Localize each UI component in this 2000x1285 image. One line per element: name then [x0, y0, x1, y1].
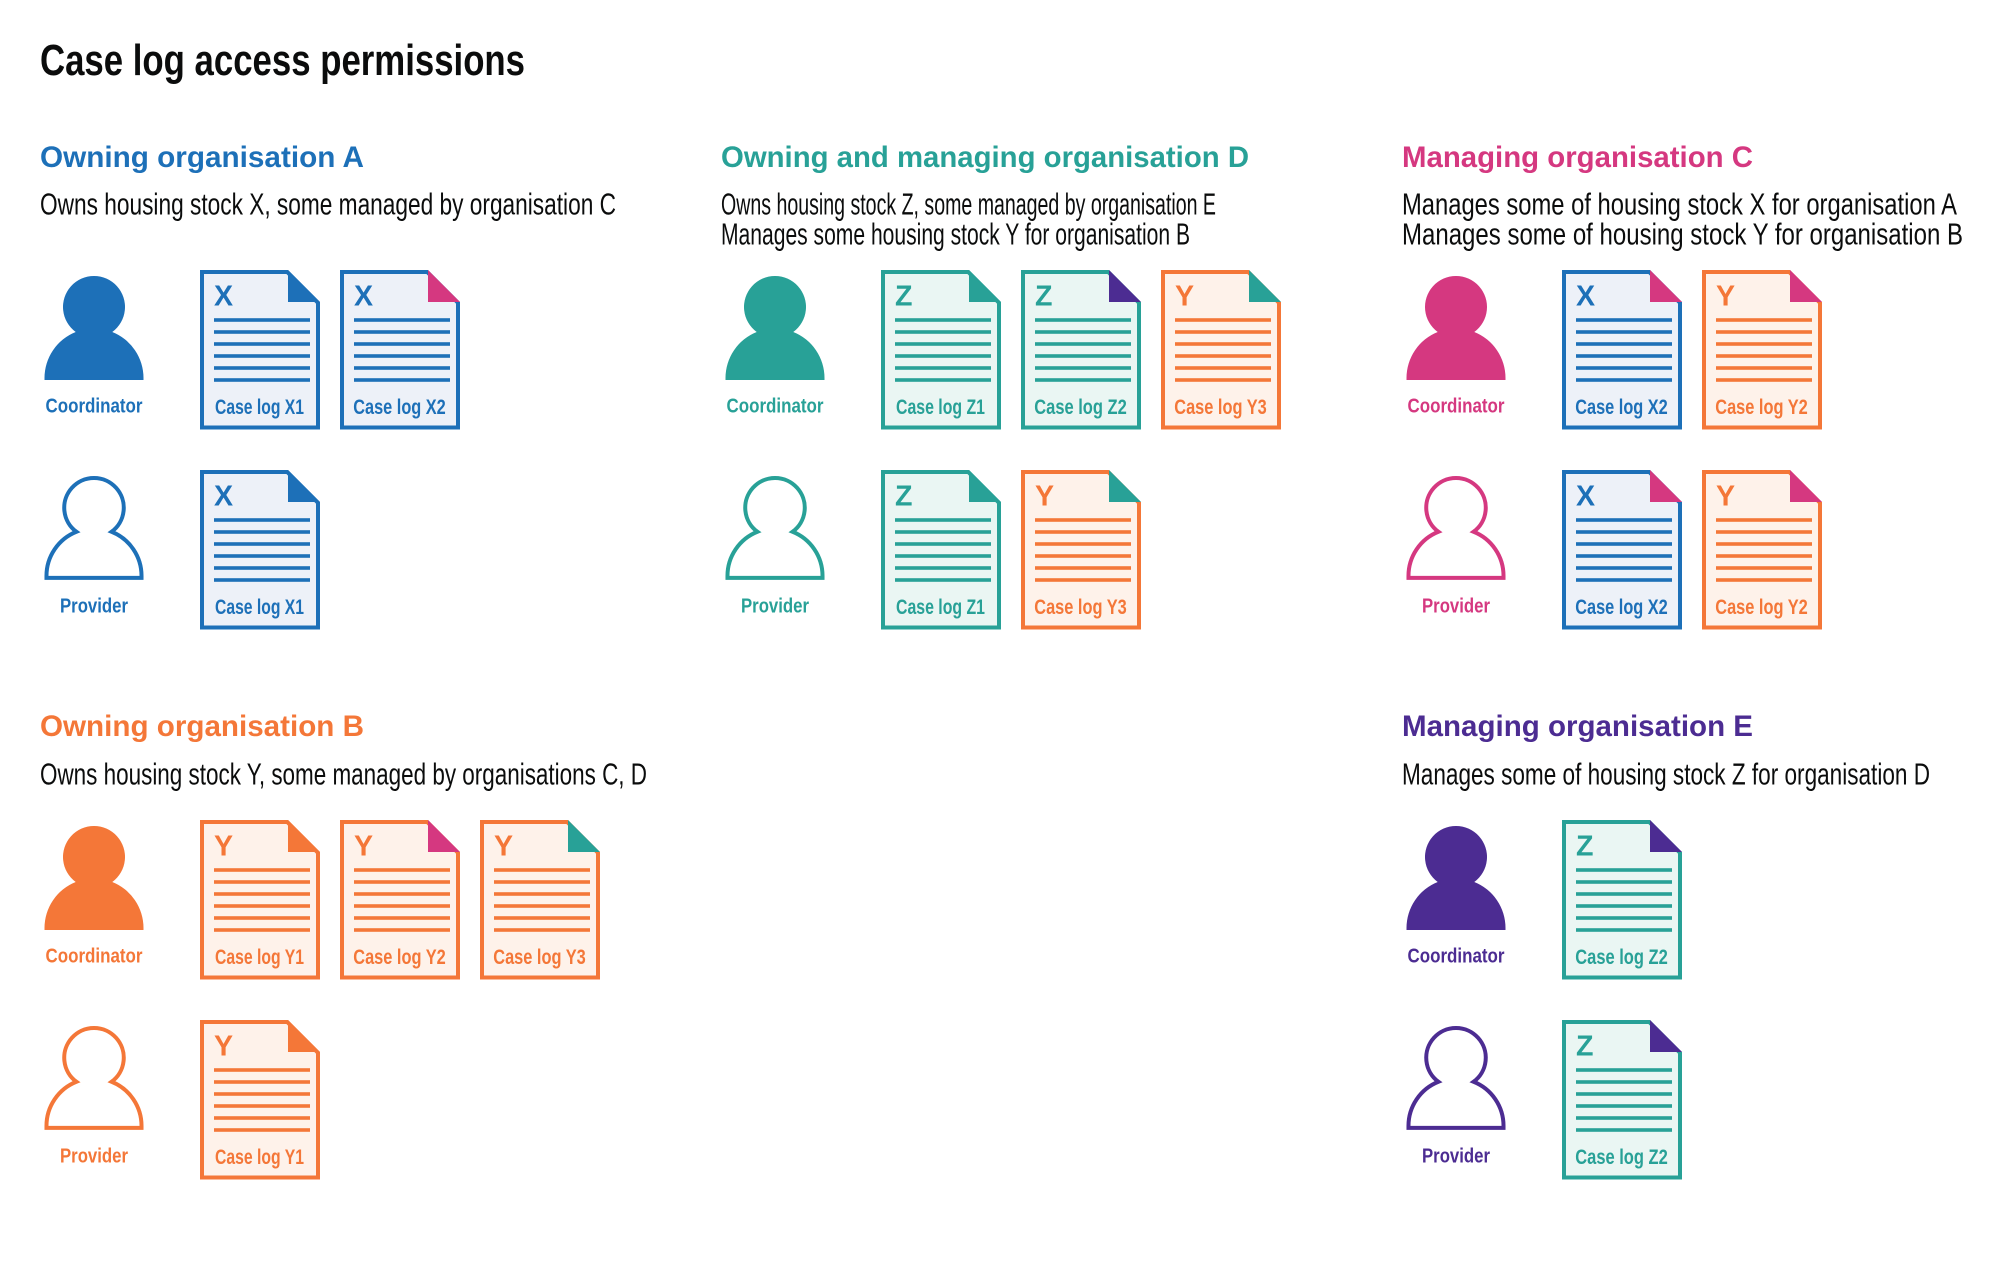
svg-text:Case log Y1: Case log Y1	[215, 1145, 304, 1169]
svg-text:Manages some of housing stock: Manages some of housing stock X for orga…	[1402, 188, 1958, 222]
svg-text:Coordinator: Coordinator	[1408, 395, 1505, 417]
svg-text:Provider: Provider	[1422, 595, 1490, 617]
svg-text:Case log access permissions: Case log access permissions	[40, 37, 525, 85]
svg-text:Y: Y	[214, 831, 233, 863]
svg-text:Case log X2: Case log X2	[353, 395, 446, 419]
svg-text:Case log X2: Case log X2	[1575, 395, 1668, 419]
svg-text:Owns housing stock X, some man: Owns housing stock X, some managed by or…	[40, 188, 616, 222]
svg-text:Case log Y2: Case log Y2	[1715, 395, 1808, 419]
svg-text:Owning and managing organisati: Owning and managing organisation D	[721, 141, 1249, 174]
svg-text:Y: Y	[1716, 281, 1735, 313]
svg-text:Owning organisation B: Owning organisation B	[40, 710, 364, 743]
svg-text:Coordinator: Coordinator	[1408, 945, 1505, 967]
svg-text:Case log X2: Case log X2	[1575, 595, 1668, 619]
svg-text:Y: Y	[1175, 281, 1194, 313]
svg-text:Case log Y3: Case log Y3	[493, 945, 586, 969]
svg-text:Managing organisation C: Managing organisation C	[1402, 141, 1753, 174]
svg-text:Case log Y3: Case log Y3	[1034, 595, 1127, 619]
svg-text:X: X	[214, 281, 233, 313]
svg-text:X: X	[214, 481, 233, 513]
svg-text:Y: Y	[354, 831, 373, 863]
svg-text:Coordinator: Coordinator	[727, 395, 824, 417]
svg-text:Z: Z	[1576, 1031, 1593, 1063]
svg-text:Case log Z2: Case log Z2	[1575, 1145, 1668, 1169]
svg-text:Case log Z2: Case log Z2	[1034, 395, 1127, 419]
svg-text:Provider: Provider	[60, 1145, 128, 1167]
svg-text:Manages some of housing stock: Manages some of housing stock Y for orga…	[1402, 218, 1963, 252]
svg-text:Y: Y	[214, 1031, 233, 1063]
svg-text:Z: Z	[895, 281, 912, 313]
svg-text:Z: Z	[1576, 831, 1593, 863]
svg-text:Owns housing stock Y, some man: Owns housing stock Y, some managed by or…	[40, 758, 647, 792]
svg-text:Case log Y1: Case log Y1	[215, 945, 304, 969]
svg-text:Case log Y3: Case log Y3	[1174, 395, 1267, 419]
svg-text:Case log X1: Case log X1	[215, 595, 304, 619]
svg-text:X: X	[1576, 281, 1595, 313]
svg-text:Z: Z	[895, 481, 912, 513]
svg-text:Coordinator: Coordinator	[46, 395, 143, 417]
svg-text:Case log Z1: Case log Z1	[896, 595, 985, 619]
svg-text:Manages some of housing stock: Manages some of housing stock Z for orga…	[1402, 758, 1930, 792]
svg-text:Managing organisation E: Managing organisation E	[1402, 710, 1753, 743]
svg-text:Case log Y2: Case log Y2	[1715, 595, 1808, 619]
svg-text:X: X	[354, 281, 373, 313]
svg-text:Coordinator: Coordinator	[46, 945, 143, 967]
svg-text:Case log Y2: Case log Y2	[353, 945, 446, 969]
svg-text:Provider: Provider	[60, 595, 128, 617]
svg-text:X: X	[1576, 481, 1595, 513]
svg-text:Provider: Provider	[741, 595, 809, 617]
svg-text:Case log Z1: Case log Z1	[896, 395, 985, 419]
svg-text:Owning organisation A: Owning organisation A	[40, 141, 364, 174]
svg-text:Z: Z	[1035, 281, 1052, 313]
svg-text:Y: Y	[1035, 481, 1054, 513]
svg-text:Manages some housing stock Y f: Manages some housing stock Y for organis…	[721, 218, 1190, 252]
svg-text:Case log Z2: Case log Z2	[1575, 945, 1668, 969]
svg-text:Y: Y	[494, 831, 513, 863]
svg-text:Provider: Provider	[1422, 1145, 1490, 1167]
svg-text:Case log X1: Case log X1	[215, 395, 304, 419]
svg-text:Owns housing stock Z, some man: Owns housing stock Z, some managed by or…	[721, 188, 1216, 222]
svg-text:Y: Y	[1716, 481, 1735, 513]
